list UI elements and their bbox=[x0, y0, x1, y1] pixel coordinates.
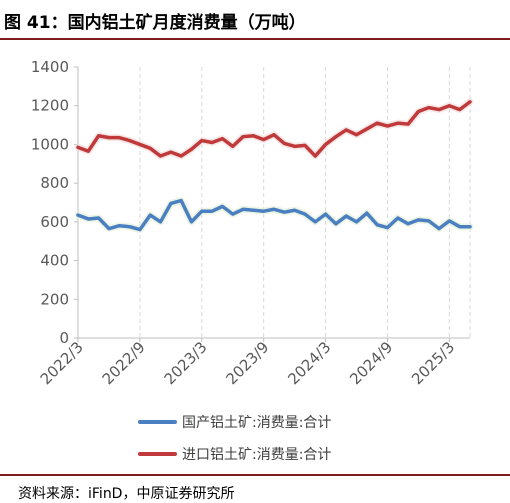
series-layer bbox=[74, 98, 474, 234]
y-tick-label: 600 bbox=[40, 213, 69, 231]
source-bar: 资料来源：iFinD，中原证券研究所 bbox=[0, 474, 510, 503]
y-tick-label: 0 bbox=[59, 329, 69, 347]
x-tick-label: 2022/9 bbox=[99, 338, 149, 388]
y-tick-label: 1400 bbox=[31, 58, 69, 76]
y-tick-label: 1200 bbox=[31, 97, 69, 115]
legend-item-import: 进口铝土矿:消费量:合计 bbox=[138, 447, 331, 463]
legend-item-domestic: 国产铝土矿:消费量:合计 bbox=[138, 415, 331, 431]
source-note: 资料来源：iFinD，中原证券研究所 bbox=[18, 486, 235, 502]
title-bar: 图 41：国内铝土矿月度消费量（万吨） bbox=[0, 0, 510, 40]
y-tick-label: 400 bbox=[40, 252, 69, 270]
series-domestic-line-glow bbox=[74, 197, 474, 234]
x-tick-label: 2024/3 bbox=[284, 338, 334, 388]
chart-title: 图 41：国内铝土矿月度消费量（万吨） bbox=[4, 13, 306, 33]
y-tick-label: 800 bbox=[40, 174, 69, 192]
x-tick-label: 2023/9 bbox=[222, 338, 272, 388]
y-tick-label: 1000 bbox=[31, 135, 69, 153]
series-domestic-line bbox=[76, 198, 472, 232]
x-tick-label: 2025/3 bbox=[408, 338, 458, 388]
grid-layer bbox=[77, 67, 471, 338]
x-tick-label: 2024/9 bbox=[346, 338, 396, 388]
series-import-line-glow bbox=[74, 98, 474, 160]
y-tick-label: 200 bbox=[40, 290, 69, 308]
legend-label: 国产铝土矿:消费量:合计 bbox=[182, 415, 331, 431]
series-import-line bbox=[76, 100, 472, 158]
x-tick-label: 2023/3 bbox=[161, 338, 211, 388]
legend-label: 进口铝土矿:消费量:合计 bbox=[182, 447, 331, 463]
